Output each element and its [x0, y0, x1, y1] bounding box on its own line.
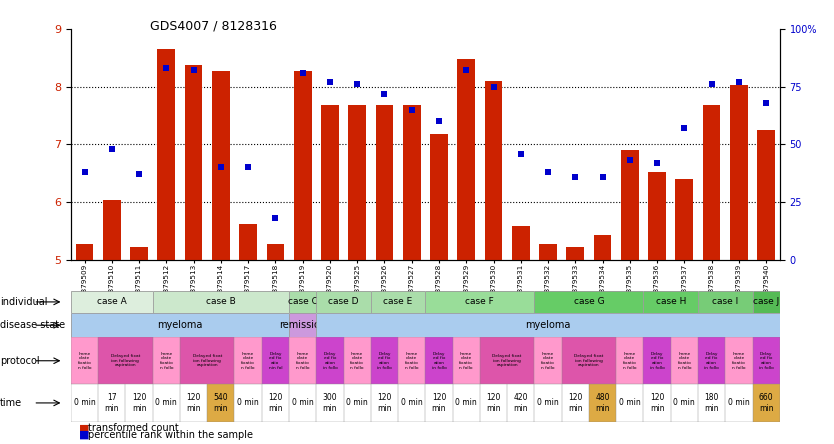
Text: GDS4007 / 8128316: GDS4007 / 8128316 [150, 20, 277, 33]
Text: Imme
diate
fixatio
n follo: Imme diate fixatio n follo [460, 352, 473, 370]
Text: Delayed fixat
ion following
aspiration: Delayed fixat ion following aspiration [492, 354, 522, 367]
Text: Imme
diate
fixatio
n follo: Imme diate fixatio n follo [404, 352, 419, 370]
Bar [158, 49, 175, 260]
Text: Imme
diate
fixatio
n follo: Imme diate fixatio n follo [296, 352, 309, 370]
Bar [375, 105, 394, 260]
Bar [730, 85, 748, 260]
Text: Delayed fixat
ion following
aspiration: Delayed fixat ion following aspiration [111, 354, 140, 367]
Text: case I: case I [712, 297, 738, 306]
Text: case B: case B [206, 297, 236, 306]
Text: 0 min: 0 min [237, 398, 259, 408]
Text: disease state: disease state [0, 320, 65, 330]
Bar [594, 235, 611, 260]
Text: 120
min: 120 min [568, 393, 583, 412]
Text: Imme
diate
fixatio
n follo: Imme diate fixatio n follo [241, 352, 255, 370]
Text: 420
min: 420 min [514, 393, 528, 412]
Bar [703, 105, 721, 260]
Text: 540
min: 540 min [214, 393, 229, 412]
Bar [76, 244, 93, 260]
Text: 300
min: 300 min [323, 393, 337, 412]
Text: Imme
diate
fixatio
n follo: Imme diate fixatio n follo [78, 352, 92, 370]
Text: 180
min: 180 min [705, 393, 719, 412]
Text: 120
min: 120 min [650, 393, 665, 412]
Bar [648, 172, 666, 260]
Bar [184, 65, 203, 260]
Text: Imme
diate
fixatio
n follo: Imme diate fixatio n follo [159, 352, 173, 370]
Text: case C: case C [288, 297, 318, 306]
Text: Imme
diate
fixatio
n follo: Imme diate fixatio n follo [732, 352, 746, 370]
Text: protocol: protocol [0, 356, 40, 366]
Text: 0 min: 0 min [401, 398, 423, 408]
Text: 0 min: 0 min [728, 398, 750, 408]
Text: time: time [0, 398, 23, 408]
Text: 480
min: 480 min [595, 393, 610, 412]
Bar [349, 105, 366, 260]
Text: case G: case G [574, 297, 605, 306]
Text: Delay
ed fix
ation
in follo: Delay ed fix ation in follo [759, 352, 773, 370]
Bar [212, 71, 229, 260]
Text: case E: case E [384, 297, 413, 306]
Text: 120
min: 120 min [268, 393, 283, 412]
Text: ■: ■ [79, 424, 90, 433]
Bar [103, 200, 121, 260]
Text: percentile rank within the sample: percentile rank within the sample [88, 430, 253, 440]
Text: Delay
ed fix
atio
nin fol: Delay ed fix atio nin fol [269, 352, 282, 370]
Text: Delay
ed fix
ation
in follo: Delay ed fix ation in follo [432, 352, 446, 370]
Text: 660
min: 660 min [759, 393, 773, 412]
Bar [321, 105, 339, 260]
Text: Imme
diate
fixatio
n follo: Imme diate fixatio n follo [623, 352, 636, 370]
Text: 120
min: 120 min [486, 393, 500, 412]
Text: ■: ■ [79, 430, 90, 440]
Bar [621, 150, 639, 260]
Text: 17
min: 17 min [104, 393, 119, 412]
Text: 120
min: 120 min [432, 393, 446, 412]
Text: 0 min: 0 min [619, 398, 641, 408]
Text: 0 min: 0 min [155, 398, 177, 408]
Bar [239, 224, 257, 260]
Bar [485, 81, 502, 260]
Text: Imme
diate
fixatio
n follo: Imme diate fixatio n follo [350, 352, 364, 370]
Text: Delay
ed fix
ation
in follo: Delay ed fix ation in follo [323, 352, 337, 370]
Text: 120
min: 120 min [132, 393, 146, 412]
Text: myeloma: myeloma [158, 320, 203, 330]
Bar [267, 244, 284, 260]
Text: Delay
ed fix
ation
in follo: Delay ed fix ation in follo [704, 352, 719, 370]
Bar [130, 247, 148, 260]
Bar [403, 105, 420, 260]
Text: Delayed fixat
ion following
aspiration: Delayed fixat ion following aspiration [575, 354, 604, 367]
Text: myeloma: myeloma [525, 320, 570, 330]
Text: 0 min: 0 min [73, 398, 95, 408]
Text: case F: case F [465, 297, 495, 306]
Bar [430, 134, 448, 260]
Bar [457, 59, 475, 260]
Text: 0 min: 0 min [674, 398, 696, 408]
Text: 120
min: 120 min [186, 393, 201, 412]
Text: case A: case A [97, 297, 127, 306]
Text: Delay
ed fix
ation
in follo: Delay ed fix ation in follo [377, 352, 392, 370]
Text: 0 min: 0 min [455, 398, 477, 408]
Text: remission: remission [279, 320, 326, 330]
Text: Imme
diate
fixatio
n follo: Imme diate fixatio n follo [541, 352, 555, 370]
Bar [566, 247, 584, 260]
Bar [294, 71, 312, 260]
Text: case J: case J [753, 297, 779, 306]
Bar [539, 244, 557, 260]
Text: 0 min: 0 min [292, 398, 314, 408]
Text: Delayed fixat
ion following
aspiration: Delayed fixat ion following aspiration [193, 354, 222, 367]
Text: Imme
diate
fixatio
n follo: Imme diate fixatio n follo [677, 352, 691, 370]
Text: case H: case H [656, 297, 686, 306]
Text: case D: case D [329, 297, 359, 306]
Text: individual: individual [0, 297, 48, 307]
Text: Delay
ed fix
ation
in follo: Delay ed fix ation in follo [650, 352, 665, 370]
Text: 0 min: 0 min [537, 398, 559, 408]
Text: transformed count: transformed count [88, 424, 178, 433]
Text: 0 min: 0 min [346, 398, 368, 408]
Bar [757, 130, 775, 260]
Bar [512, 226, 530, 260]
Text: 120
min: 120 min [377, 393, 392, 412]
Bar [676, 179, 693, 260]
